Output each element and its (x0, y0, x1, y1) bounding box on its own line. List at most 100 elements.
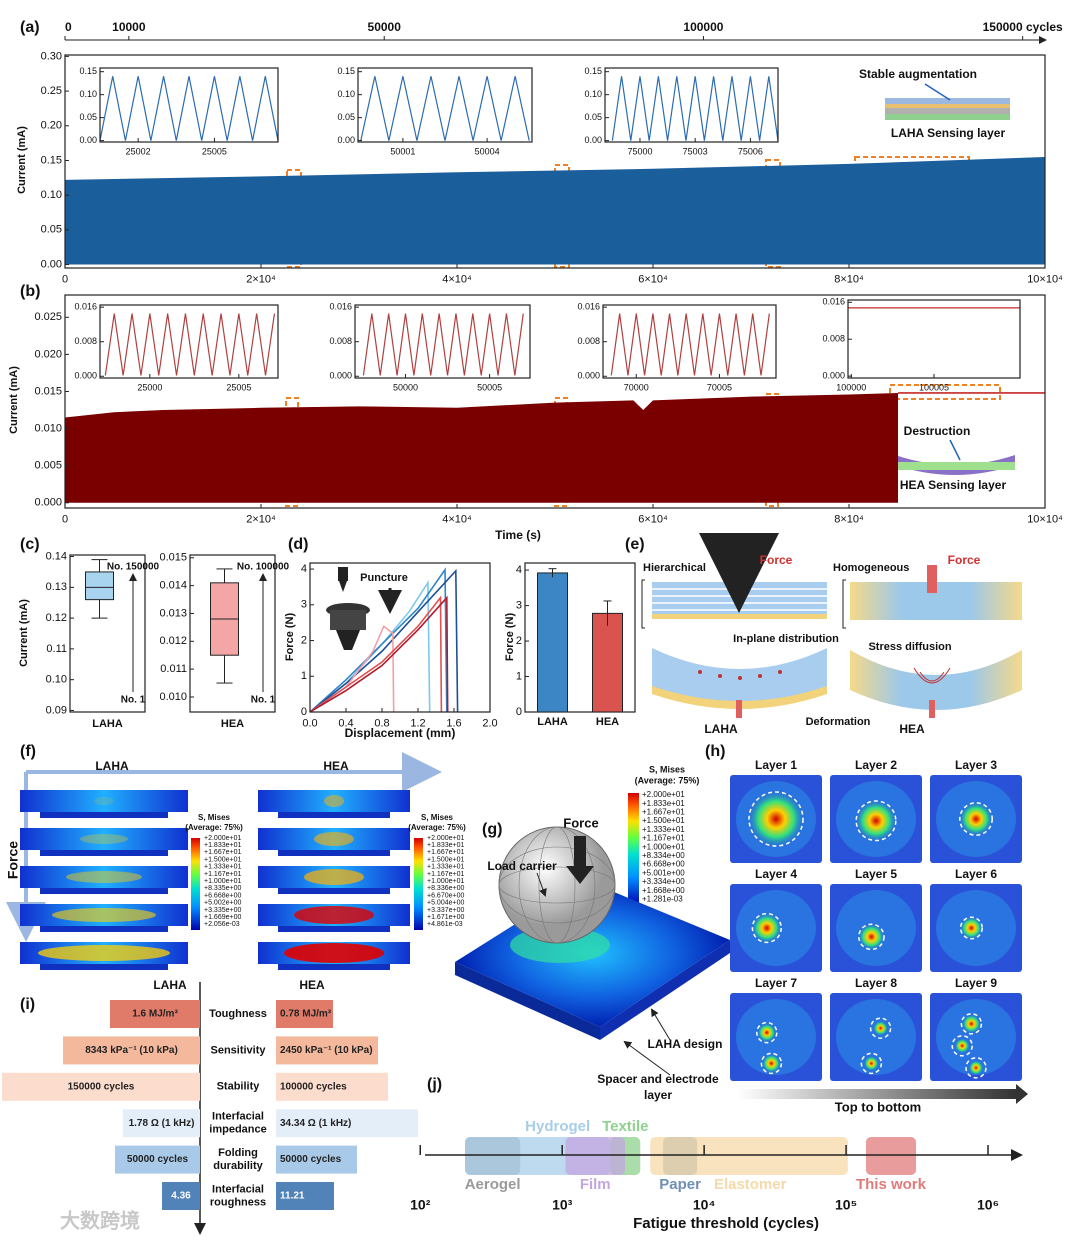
label: LAHA (704, 722, 738, 736)
plot-frame (64, 294, 1046, 509)
annotation: LAHA Sensing layer (891, 126, 1006, 140)
y-tick-label: 0.25 (41, 85, 62, 97)
label: Hierarchical (643, 562, 706, 574)
plot-frame (847, 299, 1021, 379)
hotspot-ring (959, 916, 983, 940)
x-tick-label: 10² (410, 1197, 431, 1213)
label: Layer 5 (855, 867, 897, 881)
category-label: LAHA (92, 718, 123, 730)
y-tick-label: 4 (301, 563, 307, 575)
x-tick-label: 0 (62, 274, 68, 286)
line (309, 567, 448, 713)
y-tick-label: 0.011 (160, 663, 187, 675)
x-tick-label: 25005 (202, 147, 227, 157)
x-tick-label: 50004 (475, 147, 500, 157)
direction-bar (738, 1089, 1016, 1099)
y-tick-label: 0.15 (584, 66, 602, 76)
row-name: Sensitivity (210, 1044, 266, 1056)
laha-base (40, 850, 168, 856)
row-name: Interfacial (212, 1183, 264, 1195)
plot-frame (99, 67, 279, 143)
legend-level: +1.333e+01 (427, 864, 464, 871)
x-tick-label: 0.4 (338, 718, 353, 730)
x-tick-label: 2×10⁴ (246, 514, 276, 526)
bar (592, 612, 623, 713)
left-bar (123, 1109, 200, 1138)
left-value: 150000 cycles (68, 1081, 135, 1092)
right-value: 11.21 (280, 1191, 305, 1202)
legend-level: +1.000e+01 (427, 878, 464, 885)
heatmap-glow (736, 999, 816, 1075)
range-label: Aerogel (465, 1176, 521, 1193)
category-label: HEA (596, 716, 619, 728)
legend-level: +1.000e+01 (642, 842, 685, 851)
right-value: 0.78 MJ/m³ (280, 1009, 332, 1020)
y-tick-label: 0.10 (337, 89, 355, 99)
x-tick-label: 50001 (390, 147, 415, 157)
hotspot (863, 1055, 880, 1072)
label: (Average: 75%) (635, 775, 700, 785)
y-tick-label: 0 (516, 706, 522, 718)
line (99, 76, 279, 141)
laha-slab (20, 866, 188, 888)
colorbar (414, 838, 423, 930)
legend-level: +1.333e+01 (642, 825, 685, 834)
label: HEA (323, 759, 349, 773)
y-tick-label: 0.00 (584, 135, 602, 145)
right-value: 34.34 Ω (1 kHz) (280, 1118, 351, 1129)
hotspot (959, 916, 984, 940)
annotation: No. 1 (251, 695, 276, 706)
y-tick-label: 0.008 (822, 334, 845, 344)
x-tick-label: 6×10⁴ (638, 514, 668, 526)
bar (537, 572, 568, 713)
heatmap (730, 993, 822, 1081)
left-bar (2, 1072, 200, 1101)
legend-level: +8.336e+00 (427, 885, 464, 892)
box (85, 571, 114, 601)
x-tick-label: 75003 (683, 147, 708, 157)
y-tick-label: 0.15 (79, 66, 97, 76)
y-tick-label: 0.020 (34, 348, 62, 360)
plot-frame (64, 54, 1046, 269)
panel-label: (c) (20, 536, 40, 553)
y-tick-label: 0.10 (79, 89, 97, 99)
x-axis-title: Displacement (mm) (345, 726, 456, 740)
plot-frame (69, 554, 146, 713)
line (309, 595, 449, 713)
label: Force (760, 553, 793, 567)
label: Layer 3 (955, 758, 997, 772)
label: Layer 6 (955, 867, 997, 881)
hea-base (278, 926, 390, 932)
annotation: No. 100000 (237, 562, 290, 573)
row-name: Toughness (209, 1008, 267, 1020)
y-axis-title: Current (mA) (18, 599, 30, 667)
x-tick-label: 4×10⁴ (442, 514, 472, 526)
hea-stress (284, 943, 384, 963)
x-tick-label: 10×10⁴ (1027, 274, 1063, 286)
x-tick-label: 10⁵ (835, 1197, 857, 1213)
label: LAHA (153, 978, 187, 992)
y-tick-label: 0.05 (337, 112, 355, 122)
row-name: roughness (210, 1196, 266, 1208)
x-tick-label: 2.0 (482, 718, 497, 730)
x-tick-label: 0.8 (374, 718, 389, 730)
panel-label: (f) (20, 743, 36, 760)
label: In-plane distribution (733, 633, 839, 645)
x-tick-label: 70005 (707, 383, 732, 393)
hotspot-ring (756, 1021, 778, 1044)
range-label: Elastomer (714, 1176, 787, 1193)
left-value: 1.6 MJ/m³ (132, 1009, 178, 1020)
hotspot (746, 789, 806, 849)
x-tick-label: 0.0 (302, 718, 317, 730)
y-tick-label: 0.008 (329, 336, 352, 346)
hotspot-ring (858, 923, 885, 951)
y-tick-label: 4 (516, 564, 522, 576)
legend-level: +1.667e+01 (427, 849, 464, 856)
left-bar (162, 1182, 200, 1210)
label: (Average: 75%) (408, 823, 466, 832)
y-tick-label: 0.010 (159, 691, 187, 703)
legend-level: +1.167e+01 (204, 871, 241, 878)
y-tick-label: 0.30 (41, 50, 62, 62)
legend-level: +2.000e+01 (204, 835, 241, 842)
